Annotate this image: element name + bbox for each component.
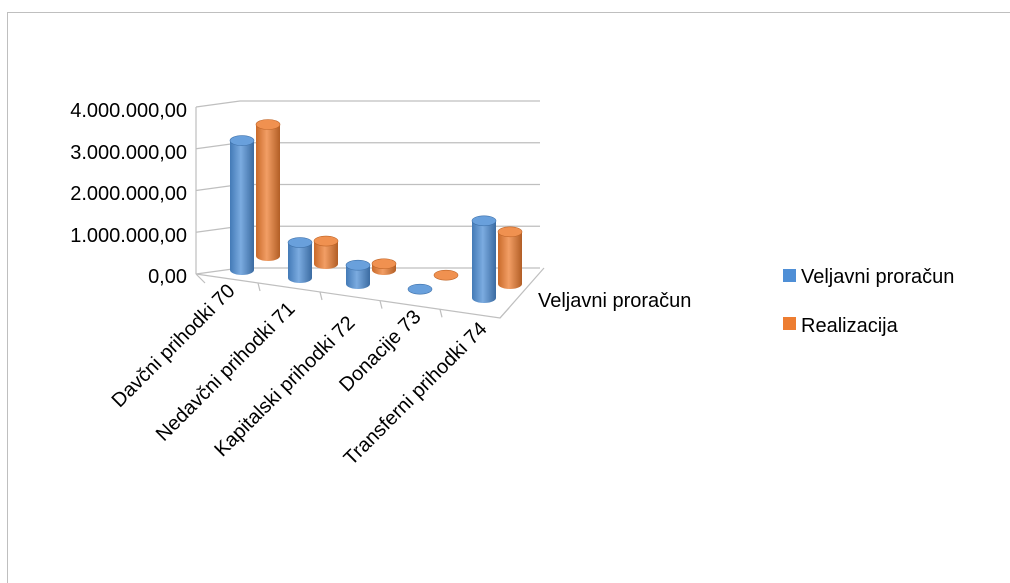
bar-veljavni (287, 237, 313, 283)
chart-frame (7, 12, 1010, 583)
y-tick-label: 0,00 (148, 266, 187, 288)
cylinder-body (230, 140, 254, 275)
cylinder-body (288, 242, 312, 283)
cylinder-top (497, 226, 523, 238)
cylinder-top (255, 119, 281, 130)
bar-realizacija (313, 235, 339, 269)
y-axis-tick-labels: 4.000.000,00 3.000.000,00 2.000.000,00 1… (70, 100, 187, 288)
category-tick (379, 300, 383, 309)
cylinder-top (433, 269, 459, 281)
floor-tick (195, 273, 206, 284)
bar-realizacija (433, 269, 459, 281)
cylinder-top (287, 237, 313, 248)
cylinder-body (256, 124, 280, 261)
cylinder-top (313, 235, 339, 247)
bar-veljavni (471, 215, 497, 303)
cylinder-top (229, 135, 255, 146)
category-label: Nedavčni prihodki 71 (152, 298, 300, 446)
bar-veljavni (229, 135, 255, 275)
bar-veljavni (345, 259, 371, 289)
bar-realizacija (255, 119, 281, 261)
cylinder-top (371, 258, 397, 270)
cylinder-body (472, 220, 496, 303)
y-tick-label: 2.000.000,00 (70, 183, 187, 205)
category-tick (439, 309, 443, 318)
legend-label-veljavni: Veljavni proračun (801, 266, 954, 288)
cylinder-body (346, 265, 370, 289)
legend-swatch-veljavni (783, 269, 796, 282)
cylinder-body (314, 241, 338, 269)
category-tick (257, 282, 261, 292)
category-tick (319, 291, 323, 301)
y-tick-label: 3.000.000,00 (70, 142, 187, 164)
cylinder-body (498, 231, 522, 289)
bar-realizacija (371, 258, 397, 275)
cylinder-top (345, 259, 371, 271)
bar-veljavni (407, 283, 433, 295)
y-tick-label: 1.000.000,00 (70, 225, 187, 247)
bars (229, 119, 523, 303)
cylinder-top (407, 283, 433, 295)
y-tick-label: 4.000.000,00 (70, 100, 187, 122)
floor-tick (499, 307, 510, 319)
bar-realizacija (497, 226, 523, 289)
legend-swatch-realizacija (783, 317, 796, 330)
legend: Veljavni proračun Realizacija (783, 266, 954, 337)
gridline (195, 100, 540, 108)
category-label: Transferni prihodki 74 (340, 318, 492, 470)
depth-axis-label: Veljavni proračun (538, 290, 691, 312)
cylinder-top (471, 215, 497, 227)
legend-label-realizacija: Realizacija (801, 315, 899, 337)
category-label: Kapitalski prihodki 72 (210, 312, 359, 461)
